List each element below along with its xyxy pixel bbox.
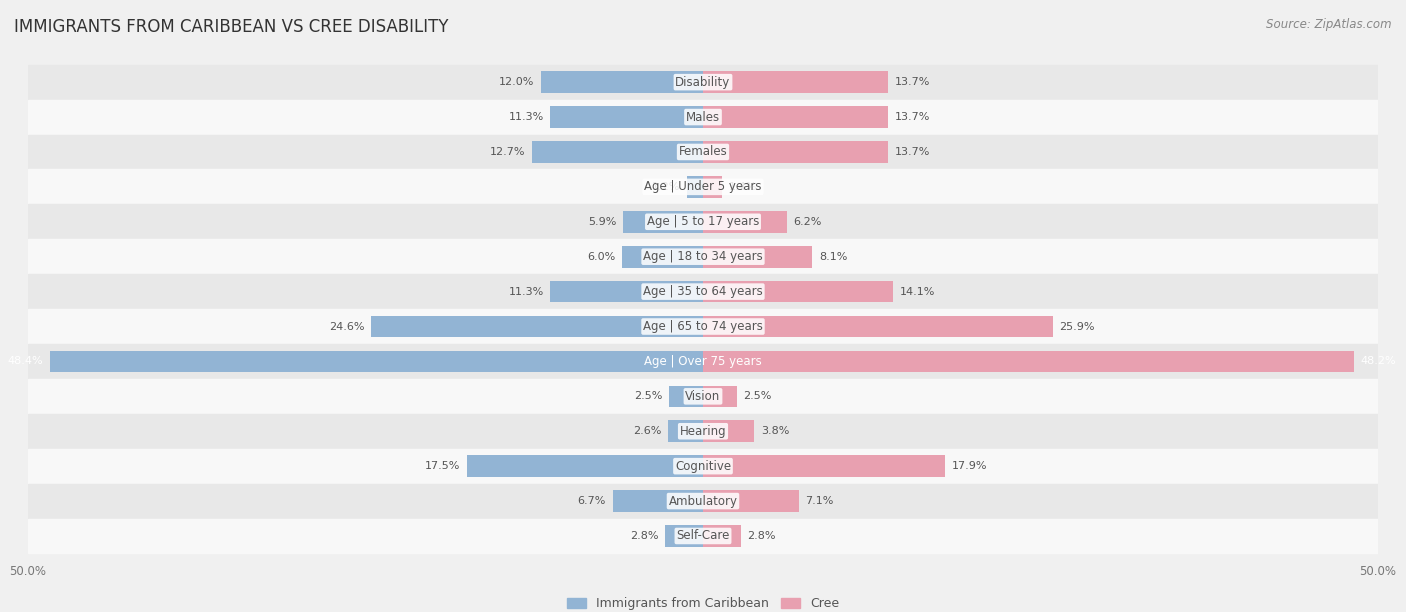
Bar	[703, 455, 945, 477]
Bar	[28, 483, 1378, 518]
Text: Age | Under 5 years: Age | Under 5 years	[644, 181, 762, 193]
Text: 1.2%: 1.2%	[651, 182, 681, 192]
Text: 5.9%: 5.9%	[588, 217, 617, 227]
Bar	[623, 211, 703, 233]
Bar	[28, 449, 1378, 483]
Text: 25.9%: 25.9%	[1059, 321, 1095, 332]
Text: Age | 5 to 17 years: Age | 5 to 17 years	[647, 215, 759, 228]
Bar	[665, 525, 703, 547]
Text: Age | 65 to 74 years: Age | 65 to 74 years	[643, 320, 763, 333]
Text: 13.7%: 13.7%	[894, 147, 929, 157]
Text: 11.3%: 11.3%	[509, 286, 544, 297]
Bar	[703, 490, 799, 512]
Text: Ambulatory: Ambulatory	[668, 494, 738, 507]
Bar	[621, 246, 703, 267]
Bar	[541, 72, 703, 93]
Text: 2.8%: 2.8%	[630, 531, 658, 541]
Bar	[703, 211, 787, 233]
Bar	[28, 135, 1378, 170]
Bar	[669, 386, 703, 407]
Text: 2.6%: 2.6%	[633, 426, 661, 436]
Bar	[703, 281, 893, 302]
Text: 3.8%: 3.8%	[761, 426, 789, 436]
Bar	[686, 176, 703, 198]
Text: Self-Care: Self-Care	[676, 529, 730, 542]
Bar	[551, 281, 703, 302]
Text: 13.7%: 13.7%	[894, 112, 929, 122]
Bar	[28, 274, 1378, 309]
Text: Females: Females	[679, 146, 727, 159]
Bar	[28, 239, 1378, 274]
Text: 6.0%: 6.0%	[588, 252, 616, 262]
Bar	[28, 518, 1378, 553]
Bar	[703, 316, 1053, 337]
Bar	[703, 525, 741, 547]
Text: 2.8%: 2.8%	[748, 531, 776, 541]
Text: Disability: Disability	[675, 76, 731, 89]
Bar	[703, 106, 889, 128]
Bar	[28, 344, 1378, 379]
Text: 2.5%: 2.5%	[634, 391, 662, 401]
Text: Vision: Vision	[685, 390, 721, 403]
Text: 2.5%: 2.5%	[744, 391, 772, 401]
Bar	[703, 141, 889, 163]
Bar	[703, 246, 813, 267]
Text: 17.5%: 17.5%	[425, 461, 460, 471]
Bar	[28, 309, 1378, 344]
Bar	[49, 351, 703, 372]
Text: 11.3%: 11.3%	[509, 112, 544, 122]
Text: 48.4%: 48.4%	[7, 356, 44, 367]
Text: Hearing: Hearing	[679, 425, 727, 438]
Bar	[28, 204, 1378, 239]
Bar	[668, 420, 703, 442]
Text: Males: Males	[686, 111, 720, 124]
Bar	[28, 379, 1378, 414]
Text: Age | 18 to 34 years: Age | 18 to 34 years	[643, 250, 763, 263]
Text: 24.6%: 24.6%	[329, 321, 364, 332]
Text: 14.1%: 14.1%	[900, 286, 935, 297]
Bar	[613, 490, 703, 512]
Bar	[703, 176, 721, 198]
Text: 17.9%: 17.9%	[952, 461, 987, 471]
Text: 12.0%: 12.0%	[499, 77, 534, 87]
Text: 6.7%: 6.7%	[578, 496, 606, 506]
Text: 12.7%: 12.7%	[489, 147, 524, 157]
Bar	[28, 170, 1378, 204]
Text: 1.4%: 1.4%	[728, 182, 756, 192]
Text: 7.1%: 7.1%	[806, 496, 834, 506]
Legend: Immigrants from Caribbean, Cree: Immigrants from Caribbean, Cree	[562, 592, 844, 612]
Bar	[467, 455, 703, 477]
Bar	[703, 351, 1354, 372]
Text: 13.7%: 13.7%	[894, 77, 929, 87]
Bar	[28, 100, 1378, 135]
Text: 48.2%: 48.2%	[1361, 356, 1396, 367]
Text: Age | Over 75 years: Age | Over 75 years	[644, 355, 762, 368]
Text: 6.2%: 6.2%	[793, 217, 823, 227]
Bar	[703, 386, 737, 407]
Bar	[28, 414, 1378, 449]
Text: IMMIGRANTS FROM CARIBBEAN VS CREE DISABILITY: IMMIGRANTS FROM CARIBBEAN VS CREE DISABI…	[14, 18, 449, 36]
Text: 8.1%: 8.1%	[820, 252, 848, 262]
Bar	[531, 141, 703, 163]
Bar	[703, 420, 754, 442]
Bar	[703, 72, 889, 93]
Bar	[551, 106, 703, 128]
Bar	[28, 65, 1378, 100]
Text: Source: ZipAtlas.com: Source: ZipAtlas.com	[1267, 18, 1392, 31]
Text: Age | 35 to 64 years: Age | 35 to 64 years	[643, 285, 763, 298]
Bar	[371, 316, 703, 337]
Text: Cognitive: Cognitive	[675, 460, 731, 472]
